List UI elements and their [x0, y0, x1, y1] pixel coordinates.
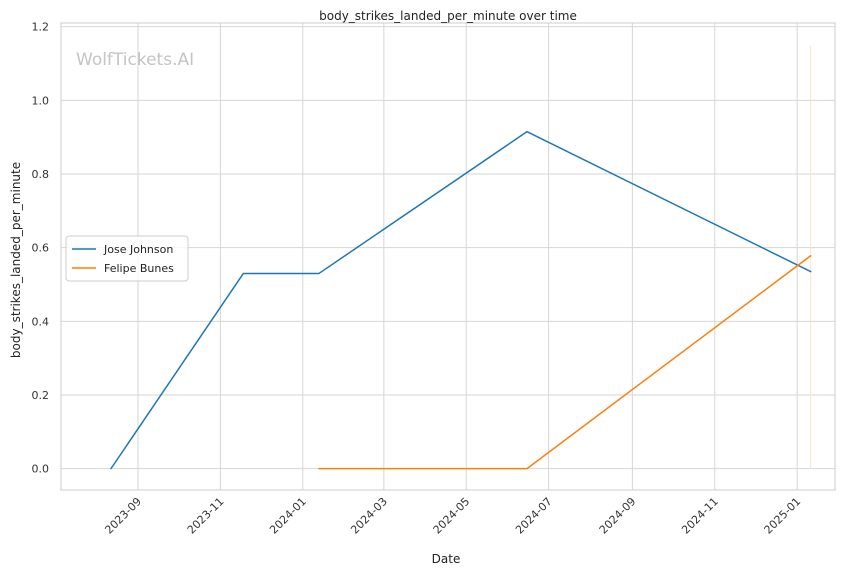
y-tick-label: 0.6	[32, 242, 50, 255]
y-tick-label: 0.2	[32, 389, 50, 402]
chart-title: body_strikes_landed_per_minute over time	[319, 9, 577, 23]
y-axis: 0.0 0.2 0.4 0.6 0.8 1.0 1.2	[32, 21, 50, 476]
legend-box	[65, 235, 189, 282]
series-line-jose-johnson	[110, 130, 812, 470]
y-tick-label: 0.4	[32, 315, 50, 328]
grid	[61, 23, 835, 490]
x-axis-label: Date	[432, 552, 461, 566]
watermark: WolfTickets.AI	[76, 50, 194, 70]
y-tick-label: 1.0	[32, 94, 50, 107]
y-axis-label: body_strikes_landed_per_minute	[9, 162, 23, 358]
y-tick-label: 1.2	[32, 21, 50, 34]
series-layer	[110, 130, 812, 470]
series-line-felipe-bunes	[318, 255, 812, 470]
y-tick-label: 0.8	[32, 168, 50, 181]
legend: Jose Johnson Felipe Bunes	[65, 235, 189, 282]
plot-frame	[60, 22, 836, 491]
legend-label-jose-johnson: Jose Johnson	[103, 243, 173, 256]
legend-label-felipe-bunes: Felipe Bunes	[104, 262, 174, 275]
y-tick-label: 0.0	[32, 463, 50, 476]
